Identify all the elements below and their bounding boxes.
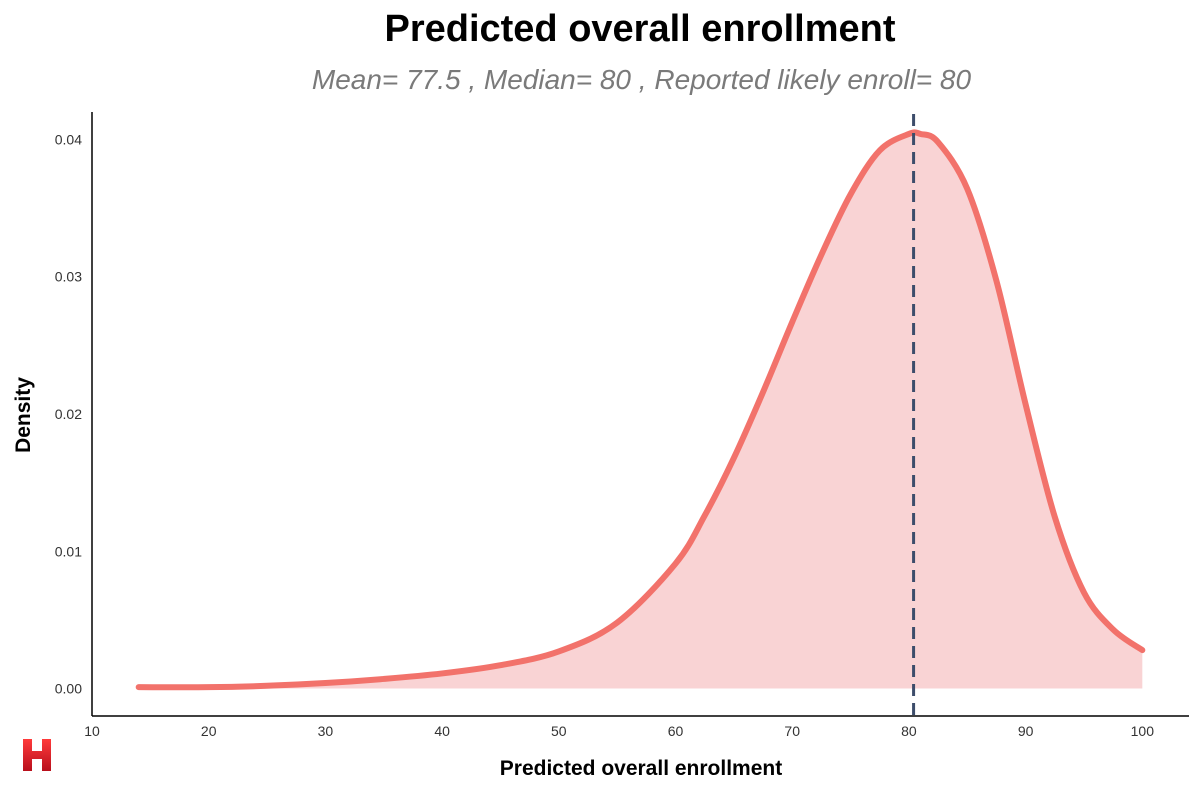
x-tick-label: 40 [434, 723, 450, 739]
h-logo-icon [23, 739, 51, 771]
y-tick-label: 0.03 [55, 269, 82, 285]
x-tick-label: 100 [1131, 723, 1155, 739]
y-tick-label: 0.01 [55, 543, 82, 559]
x-tick-label: 20 [201, 723, 217, 739]
chart-subtitle: Mean= 77.5 , Median= 80 , Reported likel… [311, 64, 972, 95]
y-tick-label: 0.02 [55, 406, 82, 422]
x-tick-label: 60 [668, 723, 684, 739]
y-tick-label: 0.00 [55, 681, 82, 697]
y-axis-title: Density [12, 377, 35, 453]
x-tick-label: 70 [784, 723, 800, 739]
x-tick-label: 80 [901, 723, 917, 739]
y-tick-label: 0.04 [55, 131, 82, 147]
x-tick-label: 10 [84, 723, 100, 739]
density-area-fill [138, 132, 1143, 689]
density-curve [135, 129, 1146, 691]
x-tick-label: 30 [318, 723, 334, 739]
y-ticks: 0.00 0.01 0.02 0.03 0.04 [55, 131, 82, 696]
x-axis-title: Predicted overall enrollment [500, 757, 782, 780]
axes [91, 112, 1189, 717]
x-tick-label: 50 [551, 723, 567, 739]
chart-title: Predicted overall enrollment [384, 8, 896, 50]
x-ticks: 10 20 30 40 50 60 70 80 90 100 [84, 723, 1154, 739]
x-tick-label: 90 [1018, 723, 1034, 739]
